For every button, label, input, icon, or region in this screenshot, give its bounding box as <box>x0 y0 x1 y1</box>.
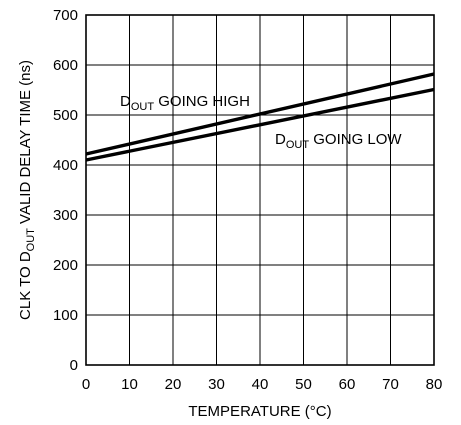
x-tick-label: 60 <box>339 376 356 393</box>
series-line-going-low <box>85 87 435 162</box>
x-tick-label: 80 <box>426 376 443 393</box>
x-tick-label: 30 <box>208 376 225 393</box>
series-lines <box>85 72 435 162</box>
tick-labels: 0 10 20 30 40 50 60 70 80 0 100 200 300 400 500 600 700 <box>53 7 442 393</box>
series-line-going-high <box>85 72 435 156</box>
x-tick-label: 40 <box>252 376 269 393</box>
x-axis-label: TEMPERATURE (°C) <box>188 403 331 420</box>
y-tick-label: 600 <box>53 57 78 74</box>
y-tick-label: 200 <box>53 257 78 274</box>
y-tick-label: 300 <box>53 207 78 224</box>
y-tick-label: 400 <box>53 157 78 174</box>
y-tick-label: 500 <box>53 107 78 124</box>
series-label-going-high: DOUT GOING HIGH <box>120 93 250 113</box>
x-tick-label: 10 <box>121 376 138 393</box>
series-label-going-low: DOUT GOING LOW <box>275 131 402 151</box>
x-tick-label: 70 <box>382 376 399 393</box>
y-tick-label: 0 <box>70 357 78 374</box>
y-tick-label: 700 <box>53 7 78 24</box>
grid <box>86 15 434 365</box>
x-tick-label: 0 <box>82 376 90 393</box>
y-axis-label: CLK TO DOUT VALID DELAY TIME (ns) <box>17 60 37 320</box>
x-tick-label: 50 <box>295 376 312 393</box>
y-tick-label: 100 <box>53 307 78 324</box>
x-tick-label: 20 <box>165 376 182 393</box>
plot-frame <box>85 14 435 366</box>
